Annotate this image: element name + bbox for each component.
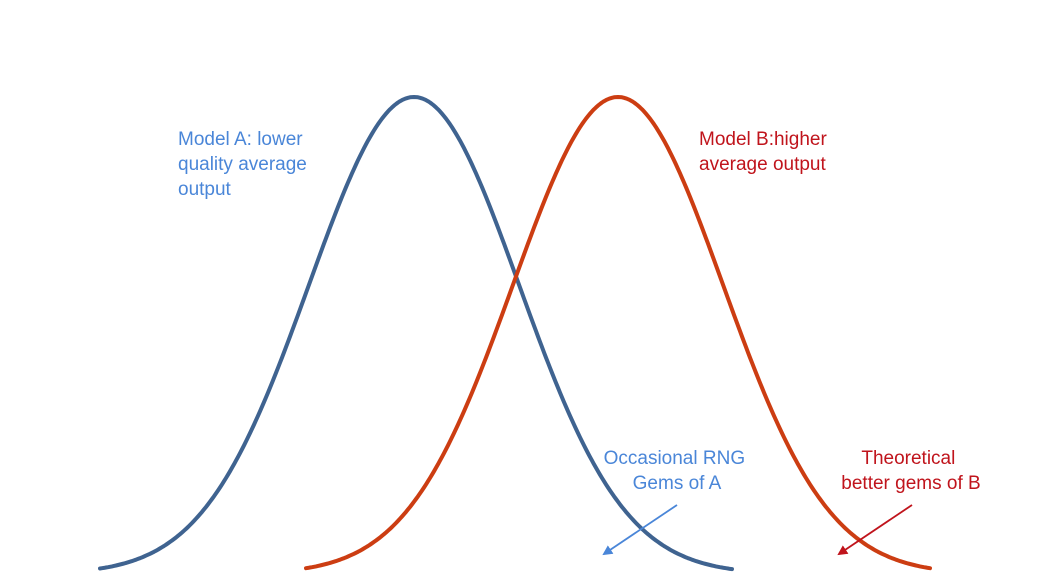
model-b-label-line: average output (699, 154, 826, 175)
gems-b-arrow (837, 504, 913, 556)
model-b-label-line: Model B:higher (699, 129, 827, 150)
model-b-label: Model B:higher average output (699, 129, 832, 175)
gems-a-label-line: Occasional RNG (604, 448, 746, 469)
gems-b-label-line: Theoretical (861, 448, 955, 469)
gems-a-label: Occasional RNG Gems of A (604, 448, 751, 494)
gems-a-label-line: Gems of A (633, 473, 722, 494)
model-a-label-line: quality average (178, 154, 307, 175)
gems-b-label: Theoretical better gems of B (841, 448, 980, 494)
model-a-label: Model A: lower quality average output (178, 129, 312, 200)
model-a-curve (98, 95, 734, 572)
gems-a-arrow (602, 504, 678, 556)
model-a-label-line: output (178, 179, 232, 200)
gems-b-label-line: better gems of B (841, 473, 980, 494)
model-a-label-line: Model A: lower (178, 129, 303, 150)
model-b-curve (304, 95, 932, 571)
